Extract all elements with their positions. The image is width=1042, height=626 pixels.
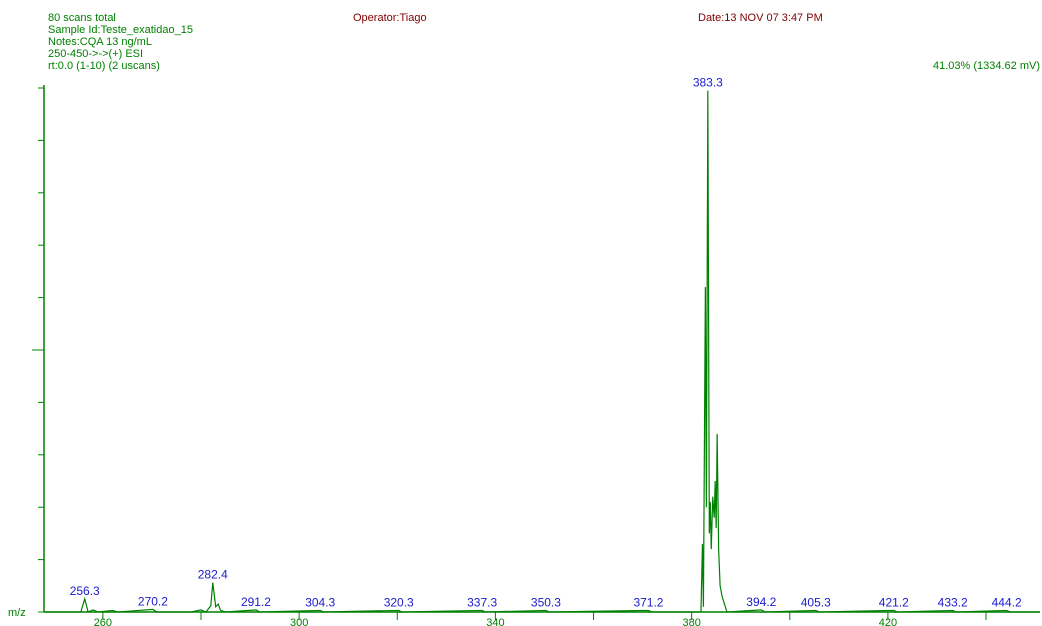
peak-label: 282.4: [198, 568, 228, 582]
x-axis-label: m/z: [8, 607, 26, 619]
date: Date:13 NOV 07 3:47 PM: [698, 12, 823, 24]
spectrum-line: [44, 90, 1040, 613]
peak-label: 383.3: [693, 76, 723, 90]
peak-label: 371.2: [633, 595, 663, 609]
header: 80 scans total Sample Id:Teste_exatidao_…: [8, 12, 1040, 619]
peak-label: 256.3: [70, 584, 100, 598]
peak-label: 433.2: [938, 595, 968, 609]
operator: Operator:Tiago: [353, 12, 427, 24]
x-tick-label: 340: [486, 617, 504, 626]
peak-label: 444.2: [992, 595, 1022, 609]
peak-label: 421.2: [879, 595, 909, 609]
header-line: 250-450->->(+) ESI: [48, 48, 143, 60]
peak-label: 394.2: [746, 595, 776, 609]
header-line: rt:0.0 (1-10) (2 uscans): [48, 60, 160, 72]
scale-note: 41.03% (1334.62 mV): [933, 60, 1040, 72]
peak-label: 291.2: [241, 595, 271, 609]
header-line: 80 scans total: [48, 12, 116, 24]
x-tick-label: 420: [879, 617, 897, 626]
x-tick-label: 380: [682, 617, 700, 626]
peak-label: 337.3: [467, 595, 497, 609]
header-line: Sample Id:Teste_exatidao_15: [48, 24, 193, 36]
peak-label: 405.3: [801, 595, 831, 609]
peak-label: 350.3: [531, 595, 561, 609]
peak-label: 304.3: [305, 595, 335, 609]
x-tick-label: 300: [290, 617, 308, 626]
peak-label: 320.3: [384, 595, 414, 609]
header-line: Notes:CQA 13 ng/mL: [48, 36, 152, 48]
peak-label: 270.2: [138, 594, 168, 608]
x-tick-label: 260: [94, 617, 112, 626]
